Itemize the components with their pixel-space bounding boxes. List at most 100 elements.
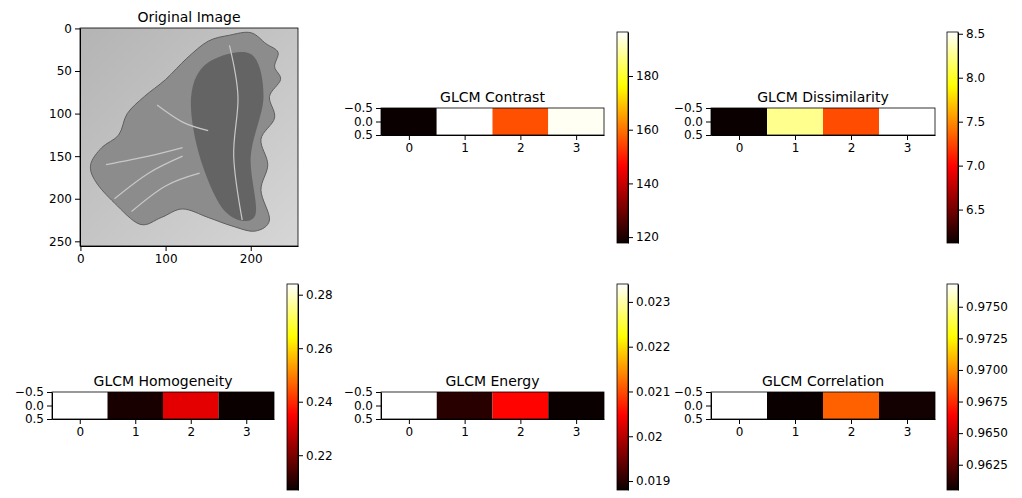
x-axis-tick: 200 xyxy=(240,246,263,266)
y-axis-tick-mark xyxy=(75,114,80,115)
colorbar-axis-tick: 0.02 xyxy=(628,430,663,444)
y-axis-tick-label: −0.5 xyxy=(15,385,44,399)
heatmap-cell xyxy=(879,108,935,135)
colorbar-axis-tick: 0.022 xyxy=(628,340,670,354)
y-axis-tick: 0.5 xyxy=(684,128,711,142)
heatmap-cell xyxy=(381,108,437,135)
x-axis-tick: 2 xyxy=(848,419,856,439)
x-axis-tick-label: 2 xyxy=(517,141,525,155)
y-axis-tick: 50 xyxy=(57,64,80,78)
colorbar-axis-tick: 0.24 xyxy=(298,395,333,409)
y-axis-tick-label: 0.0 xyxy=(354,399,373,413)
colorbar xyxy=(617,284,628,490)
x-axis-line xyxy=(382,135,605,136)
leaf-vein xyxy=(132,173,200,211)
x-axis-tick: 3 xyxy=(904,135,912,155)
y-axis-tick: −0.5 xyxy=(344,385,381,399)
x-axis-tick: 1 xyxy=(461,419,469,439)
x-axis-tick-mark xyxy=(576,419,577,424)
y-axis-tick-label: 0.0 xyxy=(354,115,373,129)
axes-frame xyxy=(711,392,935,419)
heatmap-cell xyxy=(767,392,823,419)
y-axis: −0.50.00.5 xyxy=(344,101,382,142)
y-axis-tick: 0 xyxy=(64,22,80,36)
x-axis-tick: 2 xyxy=(848,135,856,155)
colorbar-axis-tick-label: 7.0 xyxy=(966,159,985,173)
panel: 0100200050100150200250Original Image xyxy=(49,9,298,266)
y-axis-tick-mark xyxy=(706,122,711,123)
colorbar-axis-tick: 0.021 xyxy=(628,385,670,399)
colorbar-axis-tick-label: 0.9750 xyxy=(966,300,1008,314)
x-axis-tick: 1 xyxy=(461,135,469,155)
panel: 1201401601800123−0.50.00.5GLCM Contrast xyxy=(344,32,659,244)
colorbar-axis: 120140160180 xyxy=(628,33,659,245)
colorbar-axis-tick: 6.5 xyxy=(958,203,985,217)
colorbar-axis-tick-label: 0.019 xyxy=(636,474,670,488)
y-axis-tick-mark xyxy=(47,406,52,407)
colorbar-axis-line xyxy=(958,33,959,244)
colorbar-axis-tick: 0.9700 xyxy=(958,363,1008,377)
colorbar-axis-tick-mark xyxy=(958,166,963,167)
x-axis-tick: 3 xyxy=(904,419,912,439)
heatmap-cell xyxy=(52,392,108,419)
colorbar-axis: 0.0190.020.0210.0220.023 xyxy=(628,285,670,491)
leaf-vein xyxy=(114,156,182,199)
x-axis-tick-label: 0 xyxy=(406,425,414,439)
x-axis-tick-mark xyxy=(520,135,521,140)
image-background xyxy=(80,28,298,246)
plot-area xyxy=(52,392,274,419)
y-axis-tick-label: 100 xyxy=(49,107,72,121)
colorbar-axis-tick-label: 8.5 xyxy=(966,27,985,41)
y-axis-tick-mark xyxy=(376,135,381,136)
y-axis-tick: 100 xyxy=(49,107,80,121)
colorbar-axis-tick-label: 0.9650 xyxy=(966,426,1008,440)
colorbar-axis: 0.96250.96500.96750.97000.97250.9750 xyxy=(958,285,1008,491)
heatmap-cell xyxy=(163,392,219,419)
x-axis-tick: 0 xyxy=(406,419,414,439)
colorbar-axis-tick-mark xyxy=(958,34,963,35)
colorbar-axis-tick: 120 xyxy=(628,230,659,244)
heatmap-cell xyxy=(711,108,767,135)
axes-frame xyxy=(52,392,274,419)
colorbar xyxy=(947,32,958,243)
colorbar-axis-tick-mark xyxy=(958,338,963,339)
y-axis-tick: −0.5 xyxy=(344,101,381,115)
x-axis-tick: 3 xyxy=(573,419,581,439)
y-axis-line xyxy=(80,29,81,247)
axes-frame xyxy=(381,108,604,135)
panel-title: GLCM Correlation xyxy=(762,373,884,389)
heatmap-cell xyxy=(437,392,493,419)
x-axis: 0123 xyxy=(712,135,936,155)
colorbar-axis-tick-mark xyxy=(958,307,963,308)
heatmap-cell xyxy=(548,108,604,135)
x-axis-tick-label: 2 xyxy=(848,141,856,155)
colorbar-axis-line xyxy=(628,33,629,244)
panel: 0.0190.020.0210.0220.0230123−0.50.00.5GL… xyxy=(344,284,671,491)
colorbar-axis-tick: 0.019 xyxy=(628,474,670,488)
x-axis-tick-label: 1 xyxy=(792,425,800,439)
x-axis-tick: 2 xyxy=(517,135,525,155)
panel: 6.57.07.58.08.50123−0.50.00.5GLCM Dissim… xyxy=(674,27,985,243)
y-axis-tick-mark xyxy=(47,419,52,420)
y-axis-tick-label: 0.5 xyxy=(354,128,373,142)
y-axis-tick-label: −0.5 xyxy=(674,385,703,399)
y-axis-tick-label: 0.0 xyxy=(25,399,44,413)
axes-frame xyxy=(711,108,935,135)
x-axis-tick: 2 xyxy=(187,419,195,439)
y-axis-tick-mark xyxy=(376,108,381,109)
y-axis-tick-mark xyxy=(75,28,80,29)
colorbar-axis-tick-mark xyxy=(298,402,303,403)
panel-title: GLCM Homogeneity xyxy=(94,373,233,389)
colorbar xyxy=(947,284,958,490)
x-axis-tick: 2 xyxy=(517,419,525,439)
x-axis-tick-mark xyxy=(191,419,192,424)
x-axis-line xyxy=(53,419,275,420)
colorbar-axis-tick: 0.9675 xyxy=(958,395,1008,409)
x-axis-tick-mark xyxy=(135,419,136,424)
colorbar-axis-tick: 0.22 xyxy=(298,449,333,463)
x-axis: 0 1 2 3 xyxy=(382,419,605,439)
x-axis-tick-label: 200 xyxy=(240,252,263,266)
y-axis-tick: 250 xyxy=(49,235,80,249)
y-axis-tick-mark xyxy=(75,199,80,200)
x-axis-tick-mark xyxy=(907,135,908,140)
